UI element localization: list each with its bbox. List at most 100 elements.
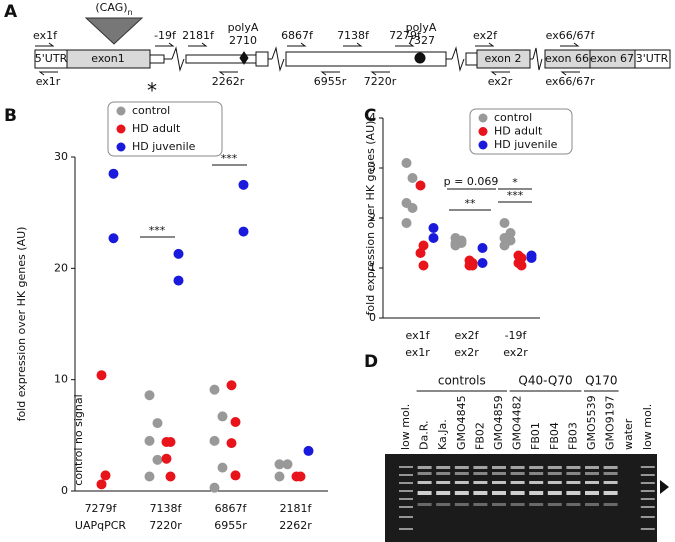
gel-band	[510, 472, 525, 475]
group-label: Q40-Q70	[518, 374, 572, 388]
panel-label: A	[4, 2, 18, 22]
gel-band	[454, 491, 469, 495]
data-point	[499, 240, 510, 251]
gel-band	[566, 503, 581, 506]
gel-band	[436, 481, 451, 484]
legend-label: control	[132, 104, 170, 117]
gel-band	[547, 481, 562, 484]
y-tick-label: 3	[369, 161, 376, 174]
x-tick-label: 7279f	[85, 502, 118, 515]
primer-label: 7220r	[364, 75, 397, 88]
legend-label: HD juvenile	[494, 138, 558, 151]
legend-marker	[478, 113, 488, 123]
primer-arrow	[188, 42, 208, 47]
legend-marker	[478, 127, 488, 136]
x-tick-label: 6867f	[215, 502, 248, 515]
primer-arrow	[490, 71, 510, 76]
gel-band	[640, 498, 655, 500]
exon-label: exon 67	[590, 52, 634, 65]
data-point	[161, 453, 172, 464]
data-point	[96, 370, 107, 381]
data-point	[477, 258, 488, 268]
data-point	[526, 253, 537, 263]
lane-label: GMO4482	[511, 395, 524, 450]
gel-band	[417, 481, 432, 484]
data-point	[418, 260, 429, 271]
gel-band	[510, 491, 525, 495]
y-axis-title: fold expression over HK genes (AU)	[15, 227, 28, 422]
data-point	[428, 233, 439, 243]
gel-band	[399, 506, 413, 508]
gel-band	[529, 481, 544, 484]
gel-band	[640, 490, 655, 492]
primer-label: 7138f	[337, 29, 370, 42]
data-point	[144, 435, 155, 446]
gel-band	[566, 491, 581, 495]
primer-arrow	[320, 71, 340, 76]
data-point	[152, 454, 163, 465]
lane-label: Da.R.	[418, 421, 431, 450]
gel-band	[492, 491, 506, 495]
polya-label: polyA	[406, 21, 437, 34]
primer-label: ex66/67r	[545, 75, 595, 88]
gel-band	[603, 481, 618, 484]
gel-band	[417, 472, 432, 475]
data-point	[96, 479, 107, 490]
legend-label: control	[494, 111, 532, 124]
x-tick-label: ex1r	[405, 346, 430, 359]
x-tick-label: -19f	[505, 329, 528, 342]
lane-label: FB01	[529, 422, 542, 450]
gel-band	[603, 466, 618, 469]
gel-band	[640, 474, 655, 476]
annotation: **	[465, 197, 477, 210]
data-point	[108, 168, 119, 179]
primer-arrow	[560, 71, 580, 76]
exon-label: exon 66	[545, 52, 589, 65]
gel-band	[529, 472, 544, 475]
y-tick-label: 2	[369, 211, 376, 224]
exon-label: 3'UTR	[636, 52, 669, 65]
primer-arrow	[395, 42, 415, 47]
y-axis-title: fold expression over HK genes (AU)	[364, 121, 377, 316]
legend-label: HD adult	[494, 125, 543, 138]
gel-band	[603, 472, 618, 475]
group-label: Q170	[585, 374, 617, 388]
x-tick-label: ex2f	[455, 329, 480, 342]
gel-band	[510, 481, 525, 484]
lane-label: FB04	[548, 422, 561, 450]
x-tick-label: 7220r	[149, 519, 182, 532]
gel-band	[547, 466, 562, 469]
repeat: (CAG)	[95, 1, 127, 14]
gel-band	[399, 490, 413, 492]
x-tick-label: UAPqPCR	[75, 519, 127, 532]
x-tick-label: 6955r	[214, 519, 247, 532]
gel-band	[585, 503, 599, 506]
primer-label: ex2r	[488, 75, 513, 88]
gel-band	[529, 491, 544, 495]
gel-band	[436, 491, 451, 495]
data-point	[230, 416, 241, 427]
data-point	[226, 438, 237, 449]
gel-band	[566, 466, 581, 469]
legend-label: HD adult	[132, 122, 181, 135]
group-label: controls	[438, 374, 486, 388]
gel-band	[585, 472, 599, 475]
gel-band	[454, 503, 469, 506]
gel-band	[640, 516, 655, 518]
annotation: ***	[221, 152, 238, 165]
gel-band	[399, 474, 413, 476]
data-point	[477, 243, 488, 253]
gel-band	[640, 482, 655, 484]
data-point	[173, 248, 184, 259]
gel-band	[547, 472, 562, 475]
gel-band	[640, 466, 655, 468]
annotation: ***	[507, 189, 524, 202]
y-tick-label: 4	[369, 111, 376, 124]
gel-band	[473, 466, 488, 469]
data-point	[217, 462, 228, 473]
gel-band	[399, 482, 413, 484]
annotation: *	[512, 176, 518, 189]
primer-arrow	[218, 71, 238, 76]
gel-band	[566, 472, 581, 475]
primer-label: ex1r	[36, 75, 61, 88]
